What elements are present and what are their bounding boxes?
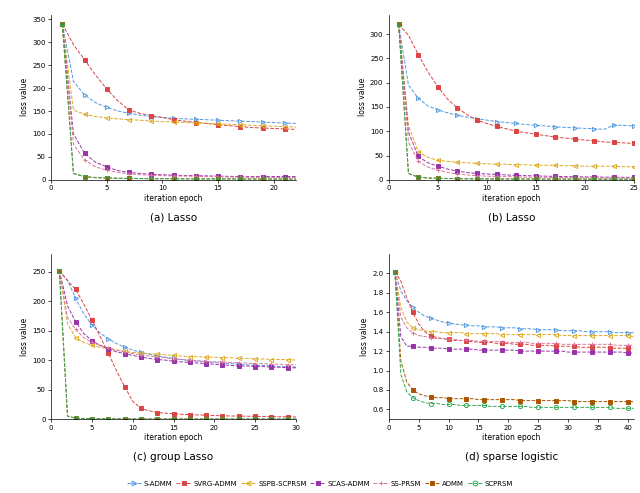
X-axis label: iteration epoch: iteration epoch <box>482 433 540 442</box>
Y-axis label: loss value: loss value <box>20 78 29 116</box>
Title: (c) group Lasso: (c) group Lasso <box>134 452 214 462</box>
Y-axis label: loss value: loss value <box>358 78 367 116</box>
Title: (d) sparse logistic: (d) sparse logistic <box>465 452 558 462</box>
X-axis label: iteration epoch: iteration epoch <box>145 433 203 442</box>
Legend: S-ADMM, SVRG-ADMM, SSPB-SCPRSM, SCAS-ADMM, SS-PRSM, ADMM, SCPRSM: S-ADMM, SVRG-ADMM, SSPB-SCPRSM, SCAS-ADM… <box>124 478 516 490</box>
Y-axis label: loss value: loss value <box>360 317 369 355</box>
X-axis label: iteration epoch: iteration epoch <box>145 194 203 203</box>
Title: (a) Lasso: (a) Lasso <box>150 213 197 223</box>
X-axis label: iteration epoch: iteration epoch <box>482 194 540 203</box>
Y-axis label: loss value: loss value <box>20 317 29 355</box>
Title: (b) Lasso: (b) Lasso <box>488 213 535 223</box>
